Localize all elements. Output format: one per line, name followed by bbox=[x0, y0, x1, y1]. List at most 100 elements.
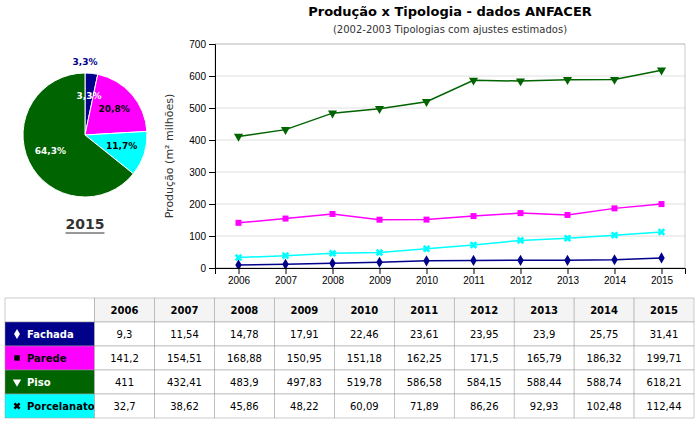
series-marker bbox=[423, 255, 429, 266]
grid-line bbox=[215, 108, 685, 109]
table-header-cell bbox=[95, 298, 155, 322]
x-tick-label: 2009 bbox=[369, 275, 392, 286]
table-cell bbox=[574, 394, 634, 418]
table-cell bbox=[95, 394, 155, 418]
table-row-marker bbox=[14, 355, 19, 360]
table-cell bbox=[514, 346, 574, 370]
table-header-cell bbox=[514, 298, 574, 322]
table-cell-value: 48,22 bbox=[290, 401, 319, 412]
x-tick: 2008 bbox=[322, 268, 345, 286]
pie-title-underline bbox=[66, 233, 105, 234]
series-marker bbox=[328, 111, 337, 119]
pie-title: 2015 bbox=[66, 216, 105, 232]
x-axis-line bbox=[216, 269, 686, 275]
y-axis-line bbox=[209, 45, 216, 269]
slice-label: 64,3% bbox=[35, 146, 66, 156]
x-tick-label: 2015 bbox=[651, 275, 674, 286]
table-cell-value: 483,9 bbox=[230, 377, 259, 388]
table-cell bbox=[334, 346, 394, 370]
slice-label: 20,8% bbox=[99, 104, 130, 114]
x-tick-mark bbox=[380, 268, 381, 274]
table-cell bbox=[214, 394, 274, 418]
x-tick-mark bbox=[427, 268, 428, 274]
table-header-label: 2007 bbox=[171, 305, 199, 316]
slice-label: 11,7% bbox=[106, 141, 137, 151]
y-tick-mark bbox=[209, 108, 215, 109]
table-cell bbox=[214, 322, 274, 346]
series-marker bbox=[377, 217, 383, 223]
x-tick-mark bbox=[662, 268, 663, 274]
y-tick: 600 bbox=[189, 71, 215, 82]
table-cell-value: 497,83 bbox=[287, 377, 322, 388]
series-marker bbox=[468, 239, 479, 250]
table-cell-value: 171,5 bbox=[470, 353, 499, 364]
table-header-label: 2013 bbox=[530, 305, 558, 316]
table-cell-value: 141,2 bbox=[110, 353, 139, 364]
table-row-header-cell bbox=[5, 394, 95, 418]
table-cell bbox=[214, 346, 274, 370]
y-tick-label: 400 bbox=[189, 135, 206, 146]
series-marker bbox=[236, 220, 242, 226]
x-tick-label: 2010 bbox=[416, 275, 439, 286]
x-tick-mark bbox=[474, 268, 475, 274]
series-marker bbox=[657, 68, 666, 76]
x-tick: 2012 bbox=[510, 268, 533, 286]
table-cell-value: 199,71 bbox=[647, 353, 682, 364]
table-cell-value: 186,32 bbox=[587, 353, 622, 364]
plot-frame bbox=[215, 44, 685, 268]
y-tick: 700 bbox=[189, 39, 215, 50]
y-tick-mark bbox=[209, 140, 215, 141]
table-cell-value: 584,15 bbox=[467, 377, 502, 388]
series-marker bbox=[281, 127, 290, 135]
table-cell-value: 162,25 bbox=[407, 353, 442, 364]
series-marker bbox=[656, 226, 667, 237]
table-cell-value: 22,46 bbox=[350, 329, 379, 340]
x-tick-label: 2007 bbox=[275, 275, 298, 286]
series-marker bbox=[421, 243, 432, 254]
table-row-header-cell bbox=[5, 370, 95, 394]
series-line bbox=[239, 258, 662, 265]
table-cell-value: 23,9 bbox=[533, 329, 555, 340]
series-marker bbox=[516, 78, 525, 86]
table-header-label: 2006 bbox=[111, 305, 139, 316]
grid-line bbox=[215, 172, 685, 173]
table-cell bbox=[394, 370, 454, 394]
grid-line bbox=[215, 76, 685, 77]
table-cell-value: 32,7 bbox=[113, 401, 135, 412]
series-marker bbox=[470, 255, 476, 266]
table-cell bbox=[95, 370, 155, 394]
table-cell-value: 86,26 bbox=[470, 401, 499, 412]
x-tick: 2007 bbox=[275, 268, 298, 286]
data-table: 2006200720082009201020112012201320142015… bbox=[5, 298, 694, 418]
y-tick: 500 bbox=[189, 103, 215, 114]
series-marker bbox=[376, 257, 382, 268]
series-marker bbox=[609, 230, 620, 241]
chart-subtitle: (2002-2003 Tipologias com ajustes estima… bbox=[333, 24, 567, 35]
y-tick-label: 600 bbox=[189, 71, 206, 82]
series-marker bbox=[565, 212, 571, 218]
y-tick-mark bbox=[209, 268, 215, 269]
table-cell-value: 586,58 bbox=[407, 377, 442, 388]
table-corner-cell bbox=[5, 298, 95, 322]
y-tick: 400 bbox=[189, 135, 215, 146]
table-cell bbox=[334, 322, 394, 346]
table-cell-value: 17,91 bbox=[290, 329, 319, 340]
x-axis: 2006200720082009201020112012201320142015 bbox=[216, 268, 686, 286]
table-header-cell bbox=[214, 298, 274, 322]
table-row-name: Parede bbox=[27, 353, 67, 364]
table-cell-value: 519,78 bbox=[347, 377, 382, 388]
series-marker bbox=[518, 210, 524, 216]
series-marker bbox=[374, 247, 385, 258]
table-cell bbox=[155, 322, 215, 346]
table-header-cell bbox=[634, 298, 694, 322]
table-cell bbox=[155, 346, 215, 370]
table-header-label: 2011 bbox=[410, 305, 438, 316]
table-cell-value: 60,09 bbox=[350, 401, 379, 412]
table-cell bbox=[394, 346, 454, 370]
table-row-marker bbox=[14, 329, 20, 339]
table-cell-value: 92,93 bbox=[530, 401, 559, 412]
x-tick-mark bbox=[615, 268, 616, 274]
series-marker bbox=[562, 233, 573, 244]
table-cell bbox=[95, 322, 155, 346]
slice-label-outside: 3,3% bbox=[73, 57, 98, 67]
